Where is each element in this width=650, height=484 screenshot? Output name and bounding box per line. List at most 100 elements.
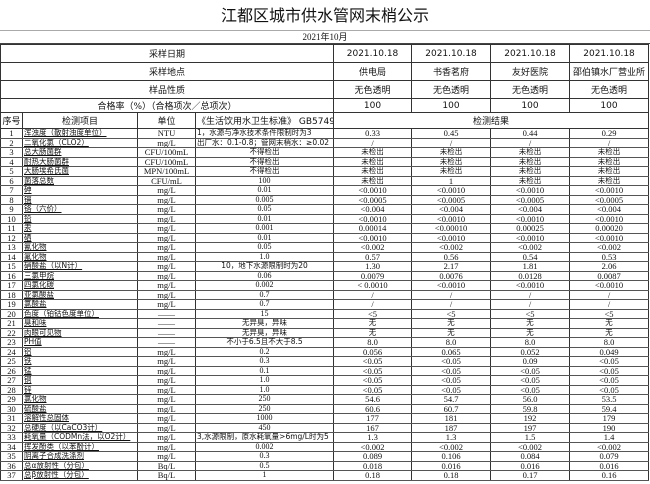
standard-cell: 450 bbox=[194, 422, 335, 433]
seq-cell: 12 bbox=[0, 232, 23, 243]
item-cell: 总α放射性（分包） bbox=[22, 460, 138, 471]
result-cell: 0.53 bbox=[569, 251, 650, 262]
info-value: 无色透明 bbox=[411, 80, 492, 99]
result-cell: 未检出 bbox=[333, 166, 413, 177]
result-cell: 167 bbox=[333, 422, 413, 433]
result-cell: 0.17 bbox=[490, 470, 571, 481]
result-cell: / bbox=[333, 299, 413, 310]
result-cell: 190 bbox=[569, 422, 650, 433]
result-cell: <0.0010 bbox=[333, 232, 413, 243]
table-row: 3 总大肠菌群 CFU/100mL 不得检出 未检出 未检出 未检出 未检出 bbox=[0, 147, 650, 158]
result-cell: 177 bbox=[333, 413, 413, 424]
result-cell: <5 bbox=[411, 308, 492, 319]
result-cell: <0.05 bbox=[333, 375, 413, 386]
standard-cell: 1 bbox=[194, 470, 335, 481]
item-cell: 氟化物 bbox=[22, 251, 138, 262]
standard-cell: 0.005 bbox=[194, 194, 335, 205]
result-cell: 0.00025 bbox=[490, 223, 571, 234]
seq-cell: 14 bbox=[0, 251, 23, 262]
standard-cell: 0.7 bbox=[194, 289, 335, 300]
item-cell: 铝 bbox=[22, 346, 138, 357]
sample-nature-row: 样品性质 无色透明 无色透明 无色透明 无色透明 bbox=[0, 80, 650, 99]
table-row: 15 硝酸盐（以N计） mg/L 10，地下水源限制时为20 1.30 2.17 1.81 2… bbox=[0, 261, 650, 272]
info-value: 100 bbox=[411, 98, 492, 113]
standard-cell: 无异臭，异味 bbox=[194, 318, 335, 329]
item-cell: 大肠埃希氏菌 bbox=[22, 166, 138, 177]
standard-cell: 0.05 bbox=[194, 204, 335, 215]
unit-cell: mg/L bbox=[137, 365, 196, 376]
item-cell: 阴离子合成洗涤剂 bbox=[22, 451, 138, 462]
seq-cell: 23 bbox=[0, 337, 23, 348]
unit-cell: —— bbox=[137, 308, 196, 319]
result-cell: <5 bbox=[569, 308, 650, 319]
header-unit: 单位 bbox=[137, 112, 196, 129]
result-cell: 59.8 bbox=[490, 403, 571, 414]
result-cell: 8.0 bbox=[490, 337, 571, 348]
standard-cell: 1.0 bbox=[194, 375, 335, 386]
unit-cell: MPN/100mL bbox=[137, 166, 196, 177]
table-row: 31 溶解性总固体 mg/L 1000 177 181 192 179 bbox=[0, 413, 650, 424]
table-row: 36 总α放射性（分包） Bq/L 0.5 0.018 0.016 0.016 0.016 bbox=[0, 460, 650, 471]
seq-cell: 11 bbox=[0, 223, 23, 234]
info-value: 供电局 bbox=[333, 62, 413, 81]
result-cell: 0.45 bbox=[411, 128, 492, 139]
unit-cell: —— bbox=[137, 337, 196, 348]
result-cell: 8.0 bbox=[333, 337, 413, 348]
standard-cell: 出厂水：0.1-0.8；管网末梢水：≥0.02 bbox=[194, 137, 335, 148]
unit-cell: mg/L bbox=[137, 356, 196, 367]
table-row: 7 砷 mg/L 0.01 <0.0010 <0.0010 <0.0010 <0.0010 bbox=[0, 185, 650, 196]
unit-cell: mg/L bbox=[137, 384, 196, 395]
info-value: 2021.10.18 bbox=[411, 44, 492, 63]
result-cell: 0.016 bbox=[569, 460, 650, 471]
unit-cell: mg/L bbox=[137, 223, 196, 234]
table-row: 28 锌 mg/L 1.0 <0.05 <0.05 <0.05 <0.05 bbox=[0, 384, 650, 395]
result-cell: <0.0005 bbox=[490, 194, 571, 205]
result-cell: <0.002 bbox=[333, 242, 413, 253]
table-row: 16 三氯甲烷 mg/L 0.06 0.0079 0.0076 0.0128 0.0087 bbox=[0, 270, 650, 281]
result-cell: <0.05 bbox=[333, 356, 413, 367]
unit-cell: mg/L bbox=[137, 441, 196, 452]
table-row: 13 氰化物 mg/L 0.05 <0.002 <0.002 <0.002 <0.002 bbox=[0, 242, 650, 253]
standard-cell: 15 bbox=[194, 308, 335, 319]
result-cell: 未检出 bbox=[490, 166, 571, 177]
unit-cell: mg/L bbox=[137, 346, 196, 357]
result-cell: <5 bbox=[490, 308, 571, 319]
table-row: 22 肉眼可见物 —— 无异臭，异味无无无无 bbox=[0, 327, 650, 338]
item-cell: 肉眼可见物 bbox=[22, 327, 138, 338]
result-cell: / bbox=[333, 289, 413, 300]
result-cell: 54.6 bbox=[333, 394, 413, 405]
item-cell: 铁 bbox=[22, 356, 138, 367]
unit-cell: CFU/mL bbox=[137, 175, 196, 186]
item-cell: 硒 bbox=[22, 232, 138, 243]
seq-cell: 17 bbox=[0, 280, 23, 291]
unit-cell: mg/L bbox=[137, 261, 196, 272]
info-value: 100 bbox=[333, 98, 413, 113]
unit-cell: mg/L bbox=[137, 403, 196, 414]
standard-cell: 0.05 bbox=[194, 242, 335, 253]
result-cell: <0.002 bbox=[569, 441, 650, 452]
result-cell: 197 bbox=[490, 422, 571, 433]
seq-cell: 25 bbox=[0, 356, 23, 367]
seq-cell: 24 bbox=[0, 346, 23, 357]
item-cell: 氯酸盐 bbox=[22, 299, 138, 310]
result-cell: 未检出 bbox=[490, 156, 571, 167]
result-cell: 1 bbox=[411, 175, 492, 186]
info-value: 100 bbox=[490, 98, 571, 113]
result-cell: <0.002 bbox=[490, 441, 571, 452]
table-row: 12 硒 mg/L 0.01 <0.0010 <0.0010 <0.0010 <0.0010 bbox=[0, 232, 650, 243]
item-cell: 汞 bbox=[22, 223, 138, 234]
result-cell: <0.004 bbox=[569, 204, 650, 215]
seq-cell: 4 bbox=[0, 156, 23, 167]
result-cell: 无 bbox=[333, 327, 413, 338]
table-row: 29 氯化物 mg/L 250 54.6 54.7 56.0 53.5 bbox=[0, 394, 650, 405]
result-cell: 未检出 bbox=[333, 147, 413, 158]
standard-cell: 1.0 bbox=[194, 384, 335, 395]
result-cell: 0.089 bbox=[333, 451, 413, 462]
table-row: 14 氟化物 mg/L 1.0 0.57 0.56 0.54 0.53 bbox=[0, 251, 650, 262]
item-cell: 二氧化氯（CLO2） bbox=[22, 137, 138, 148]
standard-cell: 不得检出 bbox=[194, 166, 335, 177]
result-cell: 0.54 bbox=[490, 251, 571, 262]
result-cell: 2.17 bbox=[411, 261, 492, 272]
item-cell: 硫酸盐 bbox=[22, 403, 138, 414]
result-cell: <0.05 bbox=[569, 365, 650, 376]
